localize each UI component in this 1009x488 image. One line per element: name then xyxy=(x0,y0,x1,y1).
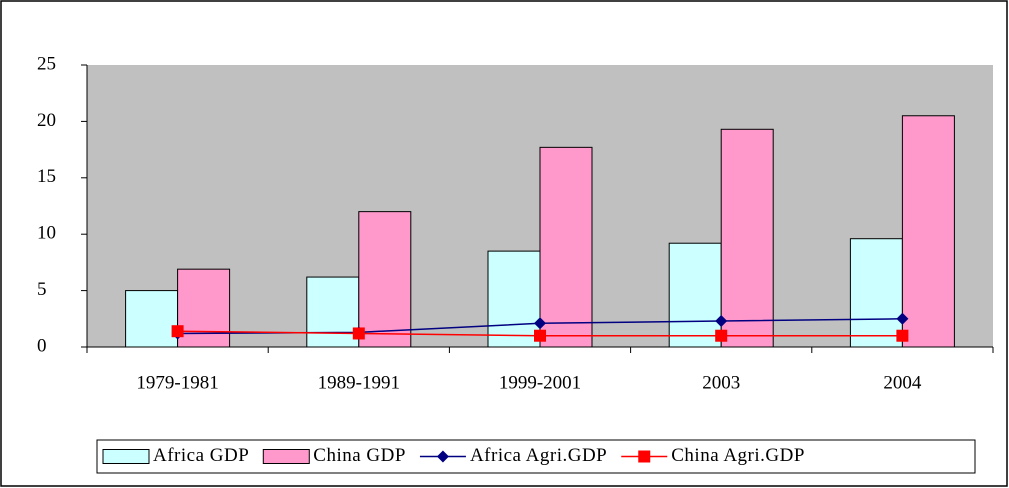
legend-swatch xyxy=(102,449,150,464)
line-marker xyxy=(534,329,546,342)
legend-marker xyxy=(638,450,651,463)
y-tick-label: 20 xyxy=(37,110,56,131)
y-tick-label: 25 xyxy=(37,53,56,74)
bar xyxy=(901,115,955,348)
line-marker xyxy=(896,329,909,342)
bar xyxy=(487,250,541,348)
x-tick-label: 1989-1991 xyxy=(318,372,400,393)
line-marker xyxy=(715,315,728,328)
bar xyxy=(306,276,360,348)
bar xyxy=(849,238,903,348)
line-marker xyxy=(534,317,546,330)
legend-swatch xyxy=(262,449,310,464)
legend-marker xyxy=(436,450,449,463)
x-tick-label: 1979-1981 xyxy=(136,372,218,393)
line-marker xyxy=(352,327,365,340)
bar xyxy=(539,146,593,348)
bar xyxy=(720,128,774,348)
legend-label: Africa GDP xyxy=(153,445,249,466)
y-tick-label: 10 xyxy=(37,223,56,244)
y-tick-label: 0 xyxy=(37,335,47,356)
line-marker xyxy=(896,312,909,325)
line-marker xyxy=(715,329,728,342)
x-tick-label: 1999-2001 xyxy=(499,372,581,393)
x-tick-label: 2004 xyxy=(883,372,922,393)
legend-label: Africa Agri.GDP xyxy=(470,445,607,466)
line-marker xyxy=(171,325,184,338)
bar xyxy=(358,211,412,348)
legend-label: China Agri.GDP xyxy=(671,445,805,466)
y-tick-label: 5 xyxy=(37,279,47,300)
x-tick-label: 2003 xyxy=(702,372,740,393)
bar xyxy=(668,242,722,348)
bar xyxy=(177,268,231,348)
bar xyxy=(125,290,179,348)
legend-label: China GDP xyxy=(313,445,406,466)
legend-box xyxy=(96,439,976,474)
y-tick-label: 15 xyxy=(37,166,56,187)
